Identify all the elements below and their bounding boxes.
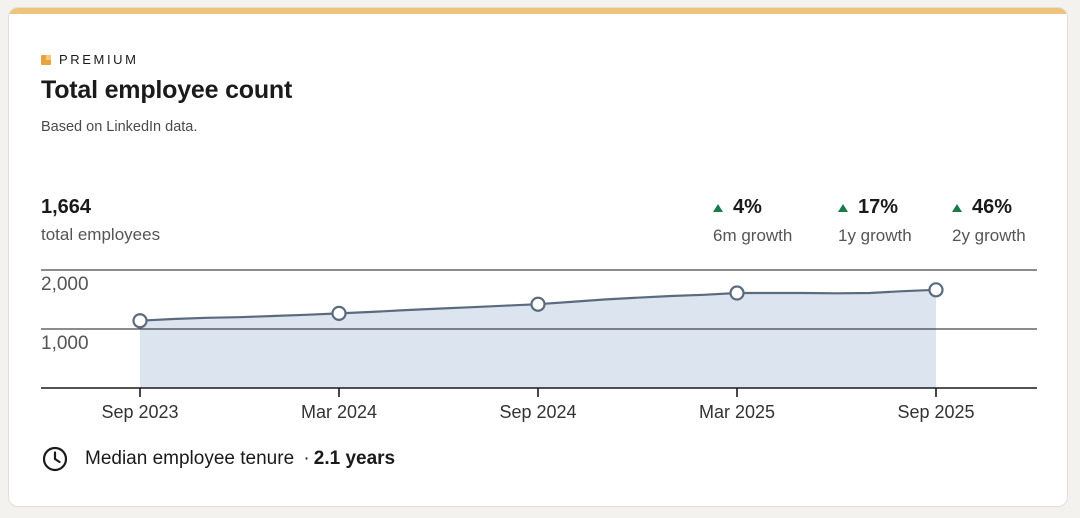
data-point-marker [928, 282, 944, 298]
x-tick-label: Mar 2025 [699, 402, 775, 422]
growth-label: 6m growth [713, 226, 793, 245]
data-point-marker [530, 296, 546, 312]
growth-value: 46% [972, 196, 1013, 218]
employee-count-card: PREMIUM Total employee count Based on Li… [8, 7, 1068, 507]
growth-up-arrow-icon [713, 203, 723, 212]
total-employees-value: 1,664 [41, 196, 92, 218]
premium-accent-bar [9, 8, 1067, 14]
clock-icon [42, 446, 68, 472]
growth-2y: 46% 2y growth [952, 196, 1026, 246]
premium-badge: PREMIUM [41, 52, 139, 67]
card-title: Total employee count [41, 76, 293, 104]
growth-up-arrow-icon [952, 203, 962, 212]
growth-1y: 17% 1y growth [838, 196, 912, 246]
growth-up-arrow-icon [838, 203, 848, 212]
tenure-value: 2.1 years [313, 448, 396, 469]
median-tenure: Median employee tenure · 2.1 years [41, 445, 395, 473]
growth-label: 1y growth [838, 226, 912, 245]
x-tick-label: Mar 2024 [301, 402, 377, 422]
growth-label: 2y growth [952, 226, 1026, 245]
data-point-marker [331, 305, 347, 321]
growth-6m: 4% 6m growth [713, 196, 792, 246]
x-tick-label: Sep 2025 [897, 402, 974, 422]
total-employees-label: total employees [41, 225, 161, 244]
growth-value: 4% [733, 196, 762, 218]
data-point-marker [132, 313, 148, 329]
tenure-separator: · [303, 448, 310, 469]
x-tick-label: Sep 2024 [499, 402, 576, 422]
tenure-label: Median employee tenure [85, 448, 295, 469]
data-point-marker [729, 285, 745, 301]
premium-label: PREMIUM [59, 52, 139, 67]
y-tick-label: 2,000 [41, 274, 89, 295]
x-tick-label: Sep 2023 [101, 402, 178, 422]
premium-icon [41, 54, 51, 65]
employee-count-chart: 1,000 2,000 Sep 2023 Mar 2024 Sep 2024 Mar 20… [41, 269, 1037, 422]
card-subtitle: Based on LinkedIn data. [41, 119, 198, 135]
y-tick-label: 1,000 [41, 333, 89, 354]
growth-value: 17% [858, 196, 899, 218]
